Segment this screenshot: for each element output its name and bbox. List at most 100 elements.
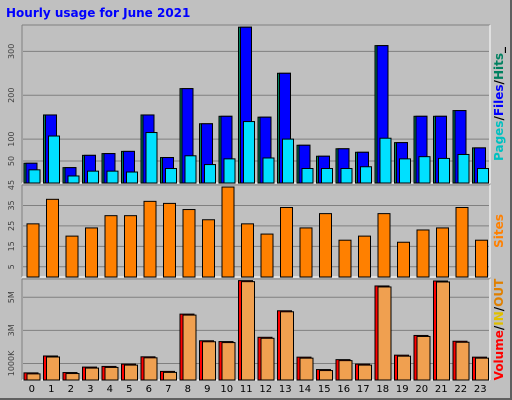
right-axis-label-part: OUT: [492, 278, 506, 307]
sites-bar: [124, 215, 137, 278]
x-tick-label: 15: [318, 384, 331, 395]
in-bar: [46, 356, 60, 381]
sites-bar: [319, 213, 332, 278]
y-tick-label: 35: [7, 200, 16, 210]
in-bar: [299, 357, 314, 381]
in-bar: [221, 342, 236, 381]
in-bar: [416, 335, 431, 381]
pages-bar: [321, 168, 333, 184]
pages-bar: [477, 168, 489, 184]
chart-title: Hourly usage for June 2021: [6, 6, 191, 20]
y-tick-label: 5: [7, 264, 16, 269]
sites-bar: [280, 206, 293, 278]
pages-bar: [204, 164, 216, 184]
x-tick-label: 4: [107, 384, 113, 395]
y-tick-label: 3M: [7, 324, 16, 336]
x-tick-label: 20: [415, 384, 428, 395]
pages-bar: [223, 158, 236, 184]
x-tick-label: 6: [146, 384, 152, 395]
sites-bar: [85, 227, 98, 278]
in-bar: [377, 286, 392, 381]
in-bar: [397, 355, 411, 381]
sites-bar: [338, 239, 352, 278]
pages-bar: [379, 137, 392, 184]
pages-bar: [67, 175, 80, 184]
right-axis-label-part: Pages: [492, 121, 506, 161]
in-bar: [319, 370, 333, 381]
pages-bar: [243, 121, 255, 184]
in-bar: [436, 281, 450, 381]
x-tick-label: 3: [87, 384, 93, 395]
in-bar: [182, 314, 197, 381]
x-tick-label: 12: [259, 384, 272, 395]
x-tick-label: 8: [185, 384, 191, 395]
sites-bar: [182, 209, 196, 278]
right-axis-label-part: /: [492, 79, 506, 84]
y-tick-label: 300: [7, 44, 16, 59]
y-tick-label: 5M: [7, 291, 16, 303]
right-axis-label-part: /: [492, 116, 506, 121]
sites-bar: [299, 227, 313, 278]
in-bar: [143, 357, 158, 381]
y-tick-label: 200: [7, 88, 16, 103]
y-tick-label: 100: [7, 131, 16, 146]
x-tick-label: 21: [435, 384, 448, 395]
x-tick-label: 5: [126, 384, 132, 395]
pages-bar: [87, 170, 99, 184]
sites-bar: [202, 219, 215, 278]
x-tick-label: 18: [376, 384, 389, 395]
sites-bar: [436, 227, 449, 278]
pages-bar: [145, 132, 158, 184]
sites-bar: [46, 198, 59, 278]
in-bar: [338, 360, 353, 381]
right-axis-label-part: /: [492, 306, 506, 311]
in-bar: [163, 371, 177, 381]
pages-bar: [262, 157, 275, 184]
in-bar: [455, 341, 470, 381]
x-tick-label: 23: [474, 384, 487, 395]
x-tick-label: 16: [337, 384, 350, 395]
y-tick-label: 1000K: [7, 350, 16, 376]
in-bar: [26, 373, 41, 381]
pages-bar: [340, 168, 353, 184]
pages-bar: [282, 138, 294, 184]
pages-bar: [126, 171, 138, 184]
y-tick-label: 15: [7, 241, 16, 251]
pages-bar: [399, 158, 411, 184]
pages-bar: [28, 169, 41, 184]
x-tick-label: 19: [396, 384, 409, 395]
sites-bar: [26, 223, 40, 278]
sites-bar: [377, 213, 391, 278]
sites-bar: [163, 202, 176, 278]
sites-bar: [358, 235, 371, 278]
sites-bar: [475, 239, 488, 278]
x-tick-label: 11: [240, 384, 253, 395]
x-tick-label: 22: [454, 384, 467, 395]
x-tick-label: 17: [357, 384, 370, 395]
panel-volume: [21, 278, 491, 381]
right-axis-label: Pages/Files/Hits_: [492, 47, 507, 161]
in-bar: [280, 311, 294, 381]
x-tick-label: 13: [279, 384, 292, 395]
sites-bar: [260, 233, 274, 278]
x-tick-label: 0: [29, 384, 35, 395]
in-bar: [124, 364, 138, 381]
in-bar: [260, 337, 275, 381]
pages-bar: [438, 157, 450, 184]
sites-bar: [416, 229, 430, 278]
right-axis-label-part: Volume: [492, 330, 506, 380]
pages-bar: [165, 168, 177, 184]
sites-bar: [241, 223, 254, 278]
x-tick-label: 14: [298, 384, 311, 395]
pages-bar: [301, 168, 314, 184]
right-axis-label: Sites: [492, 214, 506, 248]
y-tick-label: 50: [7, 156, 16, 166]
x-tick-label: 1: [48, 384, 54, 395]
in-bar: [475, 357, 489, 381]
right-axis-label-part: /: [492, 325, 506, 330]
in-bar: [202, 341, 216, 381]
right-axis-label-part: IN: [492, 311, 506, 326]
in-bar: [65, 373, 80, 381]
pages-bar: [106, 170, 119, 184]
